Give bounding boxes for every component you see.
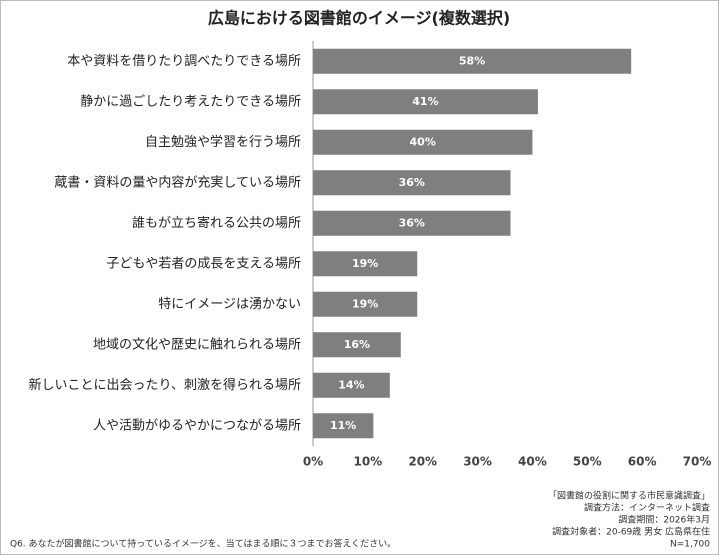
category-label: 蔵書・資料の量や内容が充実している場所 (54, 174, 301, 190)
chart-title: 広島における図書館のイメージ(複数選択) (208, 9, 510, 28)
category-label: 静かに過ごしたり考えたりできる場所 (80, 93, 301, 109)
x-tick-label: 30% (463, 455, 492, 469)
value-label: 58% (459, 54, 485, 67)
value-label: 41% (412, 95, 438, 108)
value-label: 11% (330, 419, 356, 432)
bar (313, 210, 511, 236)
value-label: 40% (410, 135, 436, 148)
bar (313, 48, 632, 74)
x-tick-label: 60% (628, 455, 657, 469)
category-label: 本や資料を借りたり調べたりできる場所 (67, 54, 301, 69)
category-label: 子どもや若者の成長を支える場所 (106, 255, 301, 271)
source-note: N=1,700 (670, 540, 710, 550)
x-tick-label: 20% (408, 455, 437, 469)
bar (313, 251, 418, 277)
bar (313, 291, 418, 317)
category-label: 地域の文化や歴史に触れられる場所 (93, 337, 301, 352)
x-tick-label: 70% (683, 455, 712, 469)
source-note: 調査期間：2026年3月 (618, 514, 710, 526)
value-label: 36% (399, 176, 425, 189)
value-label: 16% (344, 338, 370, 351)
value-label: 19% (352, 257, 378, 270)
category-label: 人や活動がゆるやかにつながる場所 (93, 418, 301, 433)
x-tick-label: 50% (573, 455, 602, 469)
category-label: 特にイメージは湧かない (158, 296, 301, 312)
bar (313, 332, 401, 358)
source-note: 「図書館の役割に関する市民意識調査」 (548, 490, 710, 502)
value-label: 36% (399, 216, 425, 229)
category-label: 新しいことに出会ったり、刺激を得られる場所 (29, 377, 301, 393)
bar (313, 413, 374, 439)
x-tick-label: 10% (353, 455, 382, 469)
x-tick-label: 40% (518, 455, 547, 469)
bar (313, 170, 511, 196)
bar (313, 372, 390, 398)
category-label: 誰もが立ち寄れる公共の場所 (132, 215, 301, 231)
bar (313, 89, 538, 115)
source-note: 調査対象者：20-69歳 男女 広島県在住 (552, 526, 710, 538)
bar (313, 129, 533, 155)
question: Q6. あなたが図書館について持っているイメージを、当てはまる順に３つまでお答え… (10, 538, 396, 550)
category-label: 自主勉強や学習を行う場所 (145, 134, 301, 150)
value-label: 19% (352, 297, 378, 310)
source-note: 調査方法：インターネット調査 (584, 502, 710, 514)
value-label: 14% (338, 378, 364, 391)
x-tick-label: 0% (303, 455, 323, 469)
